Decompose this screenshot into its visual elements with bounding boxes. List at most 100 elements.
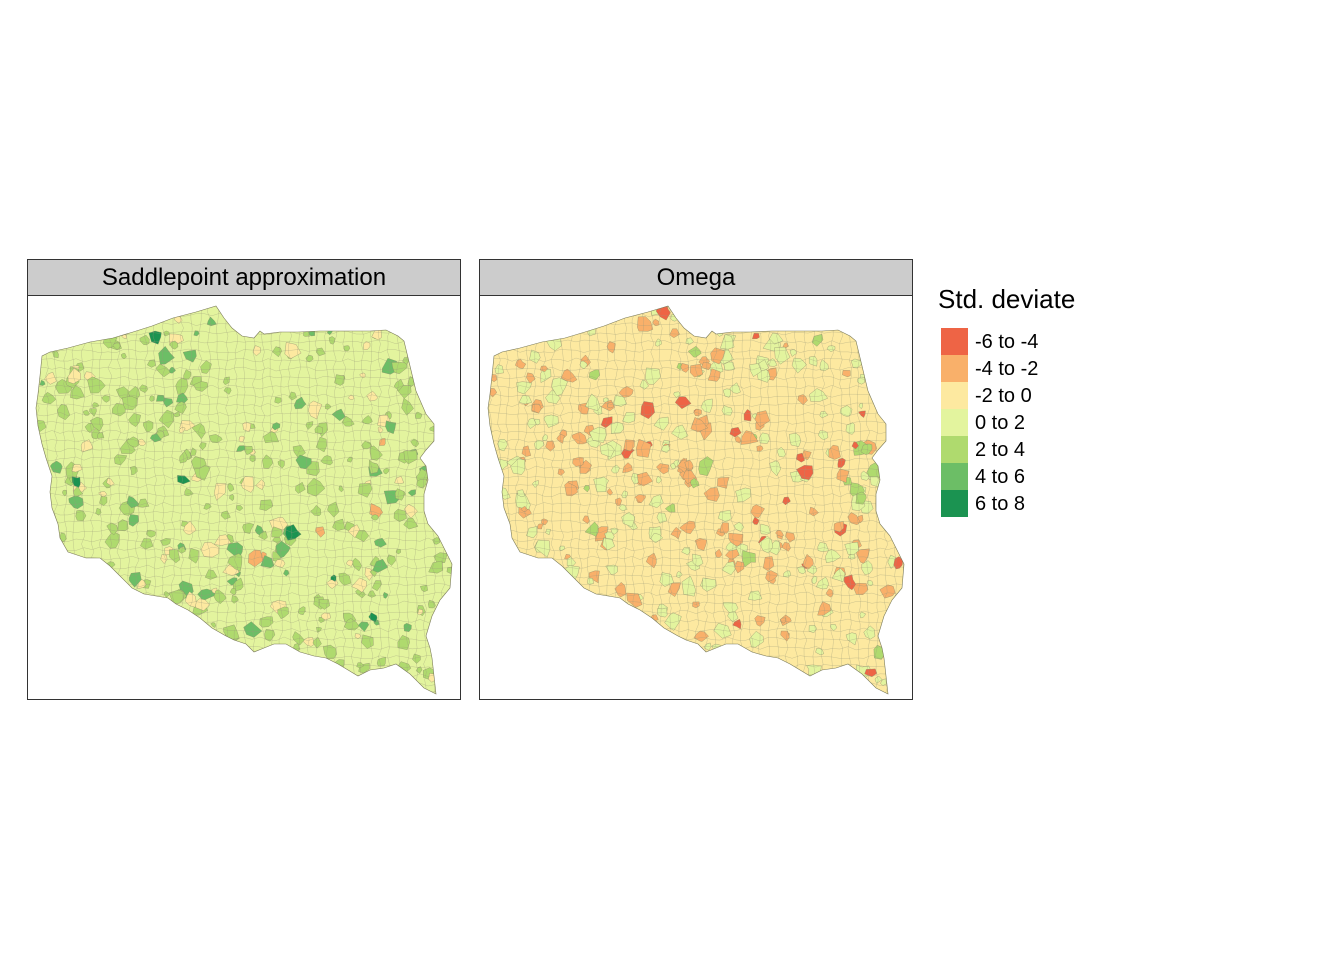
municipality-region [717, 477, 730, 489]
municipality-region [540, 369, 552, 383]
municipality-region [526, 372, 536, 384]
municipality-region [50, 460, 63, 474]
municipality-region [272, 346, 282, 358]
municipality-region [158, 409, 175, 429]
municipality-region [681, 575, 696, 597]
municipality-region [272, 537, 281, 544]
municipality-region [725, 549, 740, 561]
municipality-region [713, 622, 732, 639]
municipality-region [67, 367, 81, 384]
municipality-region [599, 443, 615, 458]
municipality-region [791, 357, 807, 374]
municipality-region [420, 584, 428, 592]
municipality-region [163, 330, 170, 337]
municipality-region [582, 515, 590, 525]
municipality-region [163, 591, 170, 598]
municipality-region [819, 411, 829, 419]
municipality-region [749, 363, 762, 377]
municipality-region [690, 363, 704, 378]
municipality-region [589, 426, 607, 443]
municipality-region [851, 441, 859, 450]
municipality-region [178, 427, 186, 433]
municipality-region [587, 577, 594, 585]
municipality-region [395, 488, 405, 501]
municipality-region [377, 426, 384, 433]
municipality-region [277, 459, 285, 469]
municipality-region [545, 528, 551, 536]
municipality-region [687, 345, 702, 358]
municipality-region [274, 396, 282, 404]
municipality-region [357, 483, 373, 498]
municipality-region [698, 456, 714, 476]
municipality-region [825, 588, 834, 598]
municipality-region [870, 476, 883, 487]
municipality-region [811, 333, 824, 347]
municipality-region [191, 456, 207, 470]
municipality-region [847, 554, 856, 560]
legend-items: -6 to -4 -4 to -2 -2 to 0 0 to 2 2 to 4 4 to … [938, 328, 1075, 517]
municipality-region [206, 316, 217, 326]
municipality-region [97, 432, 105, 439]
municipality-region [734, 560, 745, 574]
poland-map-saddlepoint [35, 305, 453, 695]
municipality-region [182, 349, 197, 363]
municipality-region [277, 606, 289, 620]
municipality-region [209, 434, 223, 443]
municipality-region [534, 539, 551, 558]
municipality-region [830, 624, 838, 632]
municipality-region [684, 459, 694, 471]
municipality-region [497, 439, 508, 452]
municipality-region [765, 570, 778, 582]
municipality-region [214, 483, 226, 501]
municipality-region [759, 432, 770, 444]
municipality-region [39, 379, 46, 386]
municipality-region [138, 438, 147, 446]
municipality-region [139, 334, 150, 346]
legend-item: -2 to 0 [938, 382, 1075, 409]
municipality-region [255, 479, 265, 490]
municipality-region [817, 541, 829, 552]
municipality-region [347, 456, 353, 463]
municipality-region [781, 542, 791, 552]
municipality-region [729, 382, 741, 394]
municipality-region [328, 336, 336, 345]
municipality-region [542, 434, 548, 442]
legend-label: 6 to 8 [975, 493, 1026, 515]
municipality-region [315, 526, 326, 538]
municipality-region [844, 541, 859, 556]
municipality-region [593, 476, 609, 493]
municipality-region [760, 523, 771, 535]
municipality-region [383, 467, 390, 475]
municipality-region [407, 489, 416, 497]
municipality-region [259, 616, 274, 628]
municipality-region [236, 445, 246, 452]
municipality-region [600, 416, 613, 429]
legend-label: 4 to 6 [975, 466, 1026, 488]
municipality-region [564, 482, 578, 497]
legend-swatch [941, 436, 968, 463]
legend: Std. deviate -6 to -4 -4 to -2 -2 to 0 0 to… [938, 284, 1075, 517]
municipality-patches [488, 306, 904, 686]
municipality-region [285, 524, 302, 541]
municipality-region [657, 607, 668, 618]
municipality-region [148, 330, 162, 345]
municipality-region [728, 532, 744, 547]
municipality-region [653, 416, 669, 431]
municipality-region [650, 533, 664, 544]
municipality-region [518, 395, 533, 405]
municipality-region [71, 476, 81, 488]
municipality-region [227, 553, 243, 572]
municipality-region [693, 408, 702, 417]
municipality-region [354, 633, 362, 639]
map-panel-saddlepoint: Saddlepoint approximation [27, 259, 461, 700]
municipality-region [213, 534, 232, 546]
municipality-region [359, 372, 366, 378]
municipality-region [393, 509, 407, 522]
municipality-region [660, 444, 670, 454]
municipality-region [732, 618, 742, 630]
municipality-region [693, 630, 709, 642]
municipality-region [743, 409, 752, 422]
municipality-region [789, 433, 801, 447]
municipality-region [564, 553, 571, 560]
municipality-region [62, 489, 67, 497]
